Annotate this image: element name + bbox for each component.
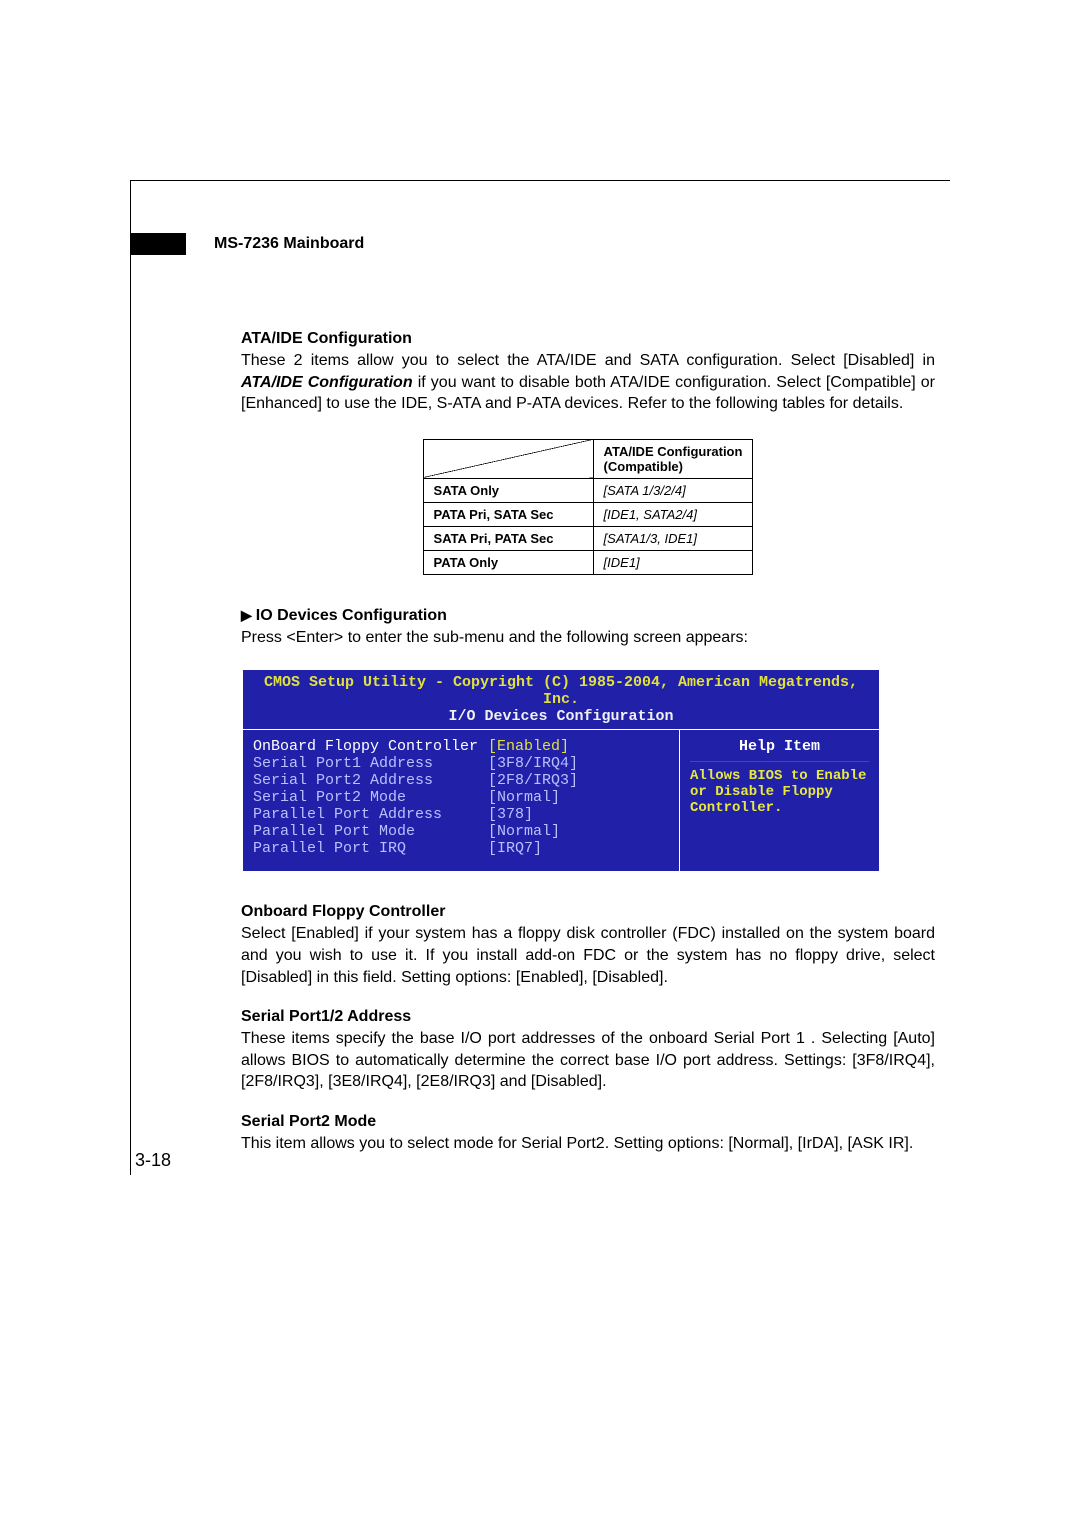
section-title: ▶IO Devices Configuration <box>241 607 935 625</box>
table-cell: SATA Pri, PATA Sec <box>423 526 593 550</box>
bios-row: Serial Port2 Address [2F8/IRQ3] <box>253 772 669 789</box>
bios-body: OnBoard Floppy Controller [Enabled] Seri… <box>243 730 879 871</box>
bios-help-title: Help Item <box>690 738 869 762</box>
bios-row: OnBoard Floppy Controller [Enabled] <box>253 738 669 755</box>
section-title-text: IO Devices Configuration <box>256 607 447 624</box>
bios-value: [Enabled] <box>488 738 569 755</box>
bios-value: [2F8/IRQ3] <box>488 772 578 789</box>
page-number: 3-18 <box>135 1150 171 1171</box>
bios-row: Serial Port2 Mode [Normal] <box>253 789 669 806</box>
ata-config-table: ATA/IDE Configuration (Compatible) SATA … <box>423 439 754 575</box>
header-title: MS-7236 Mainboard <box>186 235 364 253</box>
section-title: Serial Port1/2 Address <box>241 1008 935 1026</box>
table-cell: [SATA 1/3/2/4] <box>593 478 753 502</box>
section-serial-port-address: Serial Port1/2 Address These items speci… <box>241 1008 935 1093</box>
table-cell: [IDE1] <box>593 550 753 574</box>
section-onboard-floppy: Onboard Floppy Controller Select [Enable… <box>241 903 935 988</box>
table-row: ATA/IDE Configuration (Compatible) <box>423 439 753 478</box>
cell-text: PATA Pri, SATA Sec <box>434 507 554 522</box>
header-accent-block <box>131 233 186 255</box>
table-row: PATA Only [IDE1] <box>423 550 753 574</box>
table-diagonal-cell <box>423 439 593 478</box>
bios-help-panel: Help Item Allows BIOS to Enable or Disab… <box>679 730 879 871</box>
bios-label: Serial Port1 Address <box>253 755 488 772</box>
table-cell: PATA Only <box>423 550 593 574</box>
table-row: SATA Only [SATA 1/3/2/4] <box>423 478 753 502</box>
content-area: ATA/IDE Configuration These 2 items allo… <box>131 255 950 1155</box>
bios-row: Serial Port1 Address [3F8/IRQ4] <box>253 755 669 772</box>
bios-label: Parallel Port Mode <box>253 823 488 840</box>
section-text: Press <Enter> to enter the sub-menu and … <box>241 627 935 649</box>
bios-title-line2: I/O Devices Configuration <box>249 708 873 725</box>
cell-text: ATA/IDE Configuration <box>604 444 743 459</box>
bios-label: Serial Port2 Address <box>253 772 488 789</box>
bios-left-panel: OnBoard Floppy Controller [Enabled] Seri… <box>243 730 679 871</box>
table-header-cell: ATA/IDE Configuration (Compatible) <box>593 439 753 478</box>
section-text: Select [Enabled] if your system has a fl… <box>241 923 935 988</box>
section-title: ATA/IDE Configuration <box>241 330 935 348</box>
bios-label: Serial Port2 Mode <box>253 789 488 806</box>
table-cell: PATA Pri, SATA Sec <box>423 502 593 526</box>
caret-right-icon: ▶ <box>241 607 252 623</box>
section-ata-ide: ATA/IDE Configuration These 2 items allo… <box>241 330 935 415</box>
bios-title-line1: CMOS Setup Utility - Copyright (C) 1985-… <box>264 674 858 708</box>
header-row: MS-7236 Mainboard <box>131 233 950 255</box>
table-cell: [IDE1, SATA2/4] <box>593 502 753 526</box>
bios-label: OnBoard Floppy Controller <box>253 738 488 755</box>
section-text: These 2 items allow you to select the AT… <box>241 350 935 415</box>
page-frame: MS-7236 Mainboard ATA/IDE Configuration … <box>130 180 950 1175</box>
bios-value: [IRQ7] <box>488 840 542 857</box>
cell-text: (Compatible) <box>604 459 683 474</box>
bios-value: [3F8/IRQ4] <box>488 755 578 772</box>
bios-label: Parallel Port Address <box>253 806 488 823</box>
table-cell: SATA Only <box>423 478 593 502</box>
section-io-devices: ▶IO Devices Configuration Press <Enter> … <box>241 607 935 649</box>
cell-text: PATA Only <box>434 555 499 570</box>
table-row: PATA Pri, SATA Sec [IDE1, SATA2/4] <box>423 502 753 526</box>
section-title: Onboard Floppy Controller <box>241 903 935 921</box>
bios-screenshot: CMOS Setup Utility - Copyright (C) 1985-… <box>241 668 881 873</box>
bios-titlebar: CMOS Setup Utility - Copyright (C) 1985-… <box>243 670 879 730</box>
cell-text: SATA Only <box>434 483 499 498</box>
bios-row: Parallel Port IRQ [IRQ7] <box>253 840 669 857</box>
bios-value: [378] <box>488 806 533 823</box>
section-serial-port2-mode: Serial Port2 Mode This item allows you t… <box>241 1113 935 1155</box>
bios-label: Parallel Port IRQ <box>253 840 488 857</box>
table-cell: [SATA1/3, IDE1] <box>593 526 753 550</box>
table-row: SATA Pri, PATA Sec [SATA1/3, IDE1] <box>423 526 753 550</box>
bios-value: [Normal] <box>488 789 560 806</box>
bios-row: Parallel Port Address [378] <box>253 806 669 823</box>
bios-value: [Normal] <box>488 823 560 840</box>
cell-text: SATA Pri, PATA Sec <box>434 531 554 546</box>
bios-help-body: Allows BIOS to Enable or Disable Floppy … <box>690 768 869 816</box>
section-title: Serial Port2 Mode <box>241 1113 935 1131</box>
bios-row: Parallel Port Mode [Normal] <box>253 823 669 840</box>
section-text: These items specify the base I/O port ad… <box>241 1028 935 1093</box>
section-text: This item allows you to select mode for … <box>241 1133 935 1155</box>
